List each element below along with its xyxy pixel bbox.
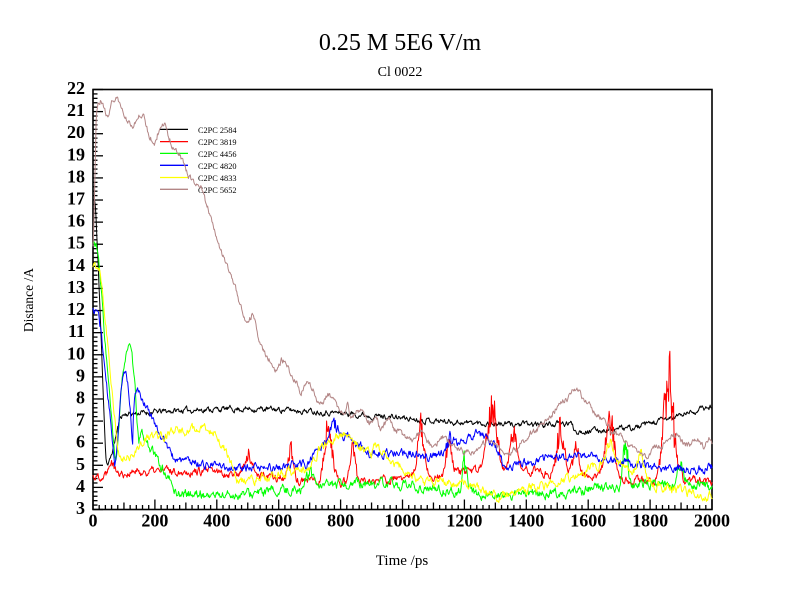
- svg-text:15: 15: [67, 233, 85, 253]
- svg-text:1600: 1600: [570, 511, 606, 531]
- svg-text:9: 9: [76, 365, 85, 385]
- svg-text:2000: 2000: [694, 511, 730, 531]
- svg-text:C2PC 4833: C2PC 4833: [198, 174, 237, 183]
- svg-text:Cl 0022: Cl 0022: [378, 65, 423, 80]
- svg-text:800: 800: [327, 511, 354, 531]
- svg-text:1200: 1200: [446, 511, 482, 531]
- svg-text:22: 22: [67, 78, 85, 98]
- svg-text:C2PC 4456: C2PC 4456: [198, 150, 237, 159]
- svg-text:0: 0: [89, 511, 98, 531]
- svg-text:13: 13: [67, 277, 85, 297]
- svg-text:0.25 M 5E6 V/m: 0.25 M 5E6 V/m: [319, 30, 482, 56]
- svg-text:1000: 1000: [385, 511, 421, 531]
- svg-text:3: 3: [76, 498, 85, 518]
- svg-text:C2PC 2584: C2PC 2584: [198, 126, 237, 135]
- svg-text:18: 18: [67, 166, 85, 186]
- svg-text:C2PC 4820: C2PC 4820: [198, 162, 237, 171]
- svg-text:1800: 1800: [632, 511, 668, 531]
- svg-text:1400: 1400: [508, 511, 544, 531]
- svg-text:600: 600: [265, 511, 292, 531]
- svg-text:20: 20: [67, 122, 85, 142]
- svg-text:Time /ps: Time /ps: [376, 553, 429, 569]
- svg-text:10: 10: [67, 343, 85, 363]
- svg-text:14: 14: [67, 255, 85, 275]
- svg-text:6: 6: [76, 432, 85, 452]
- svg-text:200: 200: [141, 511, 168, 531]
- svg-text:19: 19: [67, 144, 85, 164]
- svg-text:12: 12: [67, 299, 85, 319]
- svg-text:11: 11: [68, 321, 85, 341]
- svg-text:Distance /A: Distance /A: [21, 268, 36, 332]
- svg-text:400: 400: [203, 511, 230, 531]
- svg-text:C2PC 3819: C2PC 3819: [198, 138, 237, 147]
- svg-text:5: 5: [76, 454, 85, 474]
- svg-text:16: 16: [67, 211, 85, 231]
- svg-text:21: 21: [67, 100, 85, 120]
- svg-text:17: 17: [67, 189, 85, 209]
- svg-text:7: 7: [76, 410, 85, 430]
- svg-text:8: 8: [76, 387, 85, 407]
- svg-text:4: 4: [76, 476, 85, 496]
